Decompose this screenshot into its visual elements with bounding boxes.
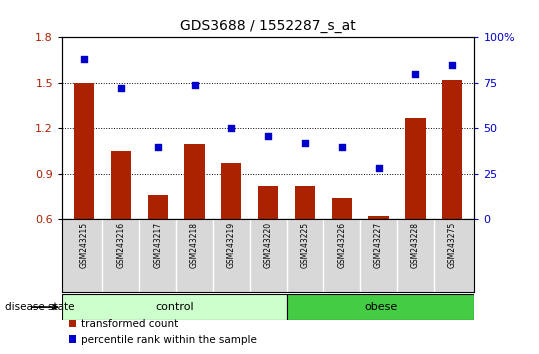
Bar (74, 83, 94, 219)
Bar (184, 143, 205, 219)
Point (264, 133, 273, 138)
Point (448, 62, 457, 67)
Point (411, 71, 420, 76)
Text: GSM243218: GSM243218 (190, 222, 199, 268)
Text: obese: obese (364, 302, 397, 312)
Text: GSM243216: GSM243216 (116, 222, 126, 268)
Bar (405, 118, 425, 219)
Bar (62, 294, 287, 320)
Point (374, 166, 383, 171)
Text: GSM243225: GSM243225 (300, 222, 309, 268)
Text: GSM243217: GSM243217 (153, 222, 162, 268)
Bar (331, 198, 352, 219)
Text: GSM243227: GSM243227 (374, 222, 383, 268)
Legend: transformed count, percentile rank within the sample: transformed count, percentile rank withi… (65, 315, 261, 349)
Point (154, 144, 162, 149)
Text: GSM243215: GSM243215 (80, 222, 88, 268)
Bar (369, 216, 389, 219)
Bar (111, 151, 131, 219)
Title: GDS3688 / 1552287_s_at: GDS3688 / 1552287_s_at (180, 19, 356, 33)
Text: GSM243228: GSM243228 (411, 222, 420, 268)
Text: GSM243219: GSM243219 (227, 222, 236, 268)
Bar (442, 80, 462, 219)
Bar (258, 186, 278, 219)
Text: GSM243275: GSM243275 (448, 222, 457, 268)
Bar (221, 163, 241, 219)
Bar (295, 186, 315, 219)
Point (116, 85, 125, 91)
Bar (287, 294, 474, 320)
Point (190, 82, 199, 87)
Point (80, 56, 88, 62)
Point (227, 125, 236, 131)
Text: GSM243226: GSM243226 (337, 222, 346, 268)
Bar (148, 195, 168, 219)
Point (337, 144, 346, 149)
Text: GSM243220: GSM243220 (264, 222, 273, 268)
Text: control: control (155, 302, 194, 312)
Text: disease state: disease state (5, 302, 75, 312)
Point (301, 140, 309, 146)
